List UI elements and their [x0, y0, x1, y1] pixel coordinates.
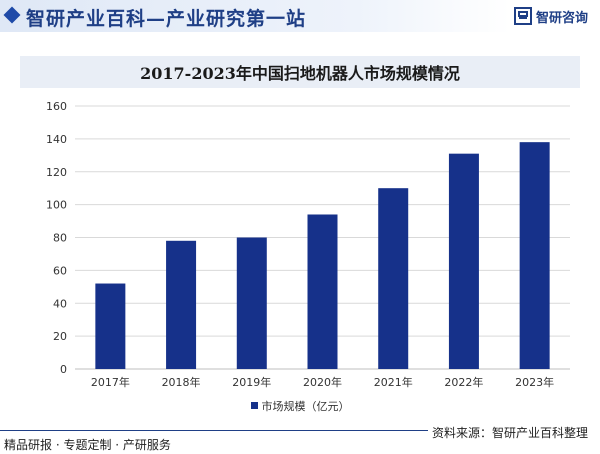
- bars: [95, 142, 550, 369]
- footer-tagline: 精品研报 · 专题定制 · 产研服务: [4, 438, 171, 452]
- x-tick-label: 2023年: [515, 375, 554, 389]
- y-tick-label: 100: [46, 199, 67, 212]
- site-title: 智研产业百科—产业研究第一站: [26, 8, 307, 30]
- x-tick-label: 2018年: [162, 375, 201, 389]
- x-tick-label: 2019年: [232, 375, 271, 389]
- x-tick-label: 2022年: [444, 375, 483, 389]
- footer-divider: [0, 430, 428, 431]
- y-tick-label: 80: [53, 232, 67, 245]
- bar: [95, 283, 126, 369]
- y-tick-label: 60: [53, 264, 67, 277]
- legend-label: 市场规模（亿元）: [261, 400, 350, 413]
- x-tick-label: 2017年: [91, 375, 130, 389]
- chart-title-box: 2017-2023年中国扫地机器人市场规模情况: [20, 56, 580, 88]
- x-tick-label: 2020年: [303, 375, 342, 389]
- bar: [519, 142, 550, 369]
- y-tick-label: 160: [46, 100, 67, 113]
- x-tick-labels: 2017年 2018年 2019年 2020年 2021年 2022年 2023年: [91, 375, 554, 389]
- bar: [236, 237, 267, 369]
- brand-logo-icon: [513, 7, 532, 25]
- y-tick-label: 40: [53, 297, 67, 310]
- source-note: 资料来源：智研产业百科整理: [431, 426, 588, 440]
- brand[interactable]: 智研咨询: [513, 6, 588, 26]
- bar: [378, 188, 409, 369]
- legend-swatch: [250, 402, 258, 409]
- bar: [166, 240, 197, 369]
- legend: 市场规模（亿元）: [0, 398, 600, 414]
- chart-title: 2017-2023年中国扫地机器人市场规模情况: [140, 64, 460, 83]
- header: 智研产业百科—产业研究第一站 智研咨询: [0, 0, 600, 32]
- y-tick-label: 140: [46, 133, 67, 146]
- header-banner: [0, 0, 510, 32]
- bar: [307, 214, 338, 369]
- bar: [448, 153, 479, 369]
- brand-name: 智研咨询: [535, 10, 588, 26]
- y-tick-label: 120: [46, 166, 67, 179]
- x-tick-label: 2021年: [374, 375, 413, 389]
- y-tick-label: 20: [53, 330, 67, 343]
- y-tick-label: 0: [60, 363, 67, 376]
- y-tick-labels: 0 20 40 60 80 100 120 140 160: [46, 100, 67, 376]
